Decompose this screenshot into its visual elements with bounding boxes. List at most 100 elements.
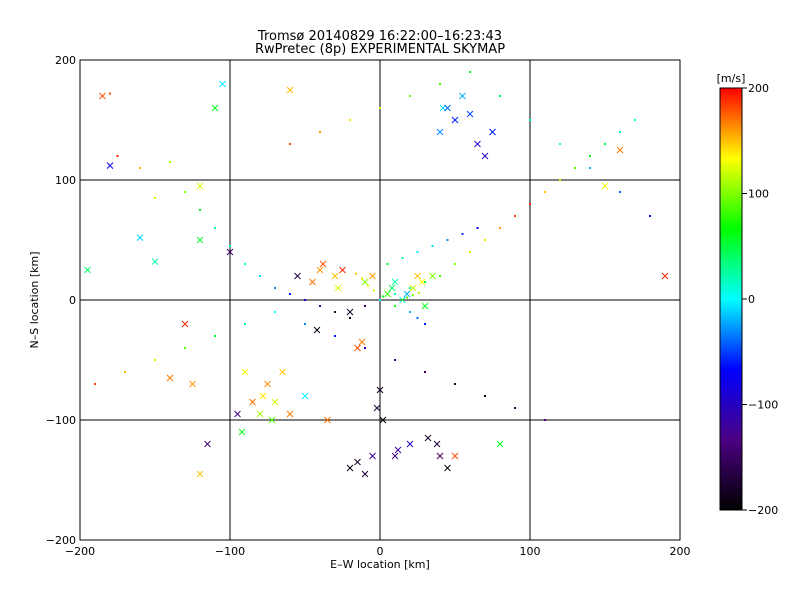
- data-point-cross: [358, 338, 366, 346]
- data-point-dot: [244, 323, 246, 325]
- data-point-cross: [196, 470, 204, 478]
- data-point-dot: [289, 293, 291, 295]
- data-point-cross: [466, 110, 474, 118]
- data-point-dot: [274, 311, 276, 313]
- data-point-cross: [211, 104, 219, 112]
- data-point-dot: [559, 143, 561, 145]
- data-point-dot: [409, 311, 411, 313]
- data-point-dot: [394, 359, 396, 361]
- data-point-cross: [309, 278, 316, 286]
- data-point-dot: [589, 167, 591, 169]
- data-point-cross: [151, 258, 159, 265]
- data-point-cross: [444, 464, 451, 472]
- data-point-cross: [433, 440, 441, 448]
- data-point-cross: [136, 234, 144, 241]
- data-point-cross: [334, 284, 342, 292]
- data-point-dot: [544, 191, 546, 193]
- x-tick-label: 100: [520, 545, 541, 558]
- y-tick-label: 100: [55, 174, 76, 187]
- data-point-dot: [529, 203, 531, 205]
- data-point-dot: [619, 131, 621, 133]
- data-point-dot: [499, 95, 501, 97]
- data-point-cross: [496, 440, 504, 448]
- data-point-cross: [391, 278, 399, 286]
- data-point-cross: [219, 80, 226, 88]
- x-tick-label: −100: [215, 545, 245, 558]
- data-point-cross: [196, 236, 204, 244]
- data-point-cross: [388, 284, 396, 292]
- data-point-dot: [367, 284, 369, 287]
- data-point-cross: [354, 344, 361, 352]
- data-point-cross: [259, 392, 267, 400]
- data-point-cross: [376, 386, 384, 394]
- data-point-cross: [394, 446, 402, 454]
- colorbar: [719, 87, 743, 511]
- data-point-cross: [324, 416, 331, 424]
- data-point-cross: [286, 86, 294, 94]
- data-point-dot: [469, 71, 471, 73]
- data-point-dot: [386, 263, 389, 265]
- data-point-cross: [319, 260, 327, 268]
- colorbar-tick-label: 0: [748, 293, 755, 306]
- data-point-dot: [406, 296, 408, 299]
- data-point-cross: [316, 266, 324, 274]
- data-point-cross: [391, 452, 399, 460]
- data-point-cross: [451, 452, 459, 460]
- data-point-dot: [154, 359, 156, 361]
- data-point-cross: [196, 182, 204, 190]
- data-point-cross: [331, 272, 339, 280]
- data-point-dot: [484, 395, 486, 397]
- data-point-cross: [286, 410, 294, 418]
- data-point-dot: [649, 215, 651, 217]
- data-point-dot: [401, 257, 404, 259]
- data-point-dot: [394, 293, 396, 295]
- data-point-dot: [382, 295, 384, 298]
- data-point-cross: [451, 116, 459, 124]
- data-point-dot: [634, 119, 636, 121]
- data-point-cross: [616, 146, 624, 154]
- data-point-dot: [416, 251, 419, 253]
- data-point-cross: [418, 278, 426, 286]
- data-point-dot: [416, 317, 419, 319]
- data-point-cross: [346, 308, 354, 316]
- data-point-dot: [454, 383, 456, 385]
- data-point-dot: [334, 335, 336, 337]
- colorbar-tick-label: 100: [748, 188, 769, 201]
- data-point-dot: [424, 371, 426, 373]
- data-point-dot: [199, 209, 201, 211]
- data-point-cross: [339, 266, 346, 274]
- data-point-cross: [106, 162, 114, 169]
- data-point-cross: [601, 182, 609, 190]
- data-point-dot: [139, 167, 141, 169]
- data-point-dot: [412, 294, 414, 297]
- colorbar-label: [m/s]: [717, 72, 746, 85]
- data-point-cross: [444, 104, 451, 112]
- data-point-dot: [409, 287, 411, 289]
- data-point-dot: [604, 143, 606, 145]
- data-point-dot: [124, 371, 126, 373]
- data-point-cross: [361, 278, 369, 286]
- data-point-dot: [184, 191, 186, 193]
- data-point-dot: [154, 197, 156, 199]
- colorbar-tick-label: 200: [748, 82, 769, 95]
- data-point-cross: [661, 272, 669, 280]
- data-point-cross: [459, 92, 466, 100]
- data-point-dot: [484, 239, 486, 241]
- data-point-dot: [619, 191, 621, 193]
- data-point-cross: [99, 92, 106, 100]
- data-point-dot: [361, 277, 363, 280]
- data-point-dot: [319, 305, 321, 307]
- data-point-dot: [364, 305, 366, 307]
- data-point-dot: [259, 275, 261, 277]
- y-tick-label: −200: [46, 534, 76, 547]
- data-point-dot: [544, 419, 546, 421]
- data-point-dot: [469, 251, 471, 253]
- data-point-cross: [489, 128, 496, 136]
- y-tick-label: 200: [55, 54, 76, 67]
- data-point-cross: [421, 302, 429, 310]
- data-point-dot: [514, 215, 516, 217]
- data-point-dot: [244, 263, 246, 265]
- data-point-cross: [481, 152, 489, 160]
- data-point-dot: [274, 287, 276, 289]
